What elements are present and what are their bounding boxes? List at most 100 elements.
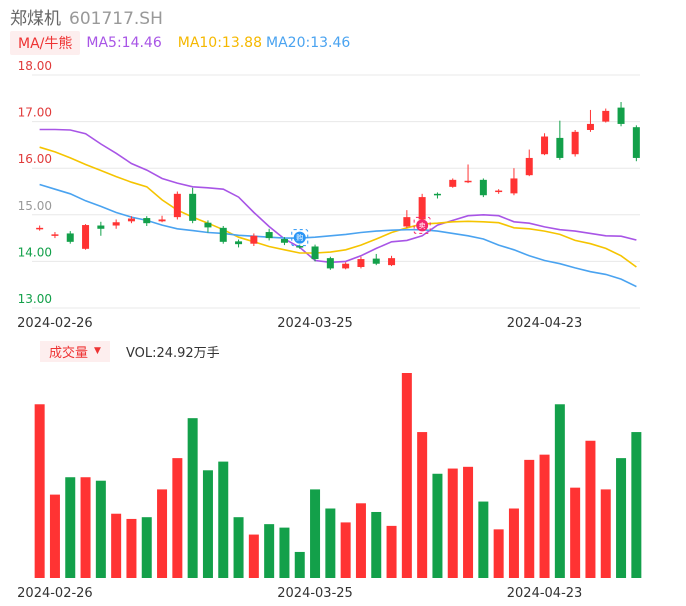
candle-body	[127, 218, 135, 222]
volume-bar	[49, 494, 60, 578]
volume-bar	[34, 404, 45, 578]
candle-body	[250, 235, 258, 244]
candle-body	[82, 225, 90, 249]
volume-bar	[80, 477, 91, 578]
candle-body	[632, 127, 640, 158]
volume-bar	[111, 513, 122, 578]
volume-bar	[554, 404, 565, 578]
y-tick-label: 14.00	[18, 245, 52, 259]
candle-body	[311, 246, 319, 260]
volume-bar	[355, 503, 366, 578]
candle-body	[449, 179, 457, 187]
candle-body	[510, 178, 518, 194]
volume-bar	[524, 459, 535, 578]
ma10-value: MA10:13.88	[177, 35, 263, 51]
candle-body	[296, 246, 304, 248]
candle-body	[326, 258, 334, 269]
candle-body	[342, 263, 350, 269]
signal-marker: 卖	[413, 216, 431, 234]
ma5-line	[39, 128, 637, 264]
candle-body	[602, 110, 610, 122]
signal-marker: 购	[291, 229, 309, 247]
marker-label: 购	[296, 233, 303, 242]
volume-bar	[585, 440, 596, 578]
volume-bar	[65, 477, 76, 578]
volume-bar	[264, 524, 275, 578]
stock-header: 郑煤机 601717.SH	[10, 4, 163, 29]
marker-dot	[293, 231, 306, 244]
candle-body	[265, 232, 273, 239]
candle-body	[403, 217, 411, 227]
volume-bar	[325, 508, 336, 578]
x-tick-label: 2024-03-25	[277, 586, 353, 601]
marker-frame	[413, 216, 431, 234]
volume-bar	[248, 534, 259, 578]
volume-bar-chart[interactable]: 2024-02-26 2024-03-25 2024-04-23	[0, 356, 686, 606]
candle-body	[388, 258, 396, 266]
volume-selector-button[interactable]: 成交量 ▼	[40, 340, 110, 362]
candle-body	[235, 241, 243, 245]
y-tick-label: 15.00	[18, 199, 52, 213]
stock-name: 郑煤机	[10, 9, 61, 29]
candle-body	[143, 218, 151, 224]
y-tick-label: 17.00	[18, 106, 52, 120]
volume-bar	[401, 373, 412, 578]
volume-tag-label: 成交量	[49, 345, 89, 361]
volume-bar	[172, 458, 183, 578]
candle-body	[586, 123, 594, 130]
volume-bar	[432, 473, 443, 578]
candle-body	[97, 225, 105, 229]
volume-bar	[218, 461, 229, 578]
candle-body	[173, 193, 181, 218]
x-tick-label: 2024-03-25	[277, 316, 353, 331]
x-tick-label: 2024-02-26	[17, 586, 93, 601]
candle-body	[372, 258, 380, 264]
y-tick-label: 18.00	[18, 59, 52, 73]
candle-body	[464, 180, 472, 183]
candle-body	[617, 107, 625, 124]
volume-bar	[508, 508, 519, 578]
volume-bar	[478, 501, 489, 578]
candle-body	[525, 157, 533, 176]
candle-body	[219, 227, 227, 242]
volume-value: VOL:24.92万手	[125, 345, 220, 361]
candle-body	[479, 179, 487, 196]
volume-legend: 成交量 ▼ VOL:24.92万手	[40, 340, 220, 362]
caret-down-icon: ▼	[94, 346, 101, 356]
price-candlestick-chart[interactable]: 18.00 17.00 16.00 15.00 14.00 13.00 购 卖 2024-02-…	[0, 0, 686, 340]
volume-bar	[493, 529, 504, 578]
candle-body	[204, 222, 212, 228]
marker-label: 卖	[419, 222, 426, 230]
candle-body	[357, 259, 365, 267]
volume-bar	[187, 418, 198, 578]
y-tick-label: 13.00	[18, 292, 52, 306]
candle-body	[418, 197, 426, 220]
stock-code: 601717.SH	[69, 9, 163, 29]
marker-dot	[416, 219, 429, 232]
y-tick-label: 16.00	[18, 152, 52, 166]
ma20-line	[39, 183, 637, 288]
marker-frame	[291, 229, 309, 247]
volume-bar	[386, 525, 397, 578]
volume-bar	[371, 511, 382, 578]
volume-bar	[95, 480, 106, 578]
volume-bar	[616, 458, 627, 578]
candle-body	[433, 193, 441, 196]
candle-body	[112, 222, 120, 226]
ma-legend: MA/牛熊 MA5:14.46 MA10:13.88 MA20:13.46	[10, 30, 350, 56]
candle-body	[51, 234, 59, 236]
volume-bar	[202, 470, 213, 578]
volume-bar	[417, 432, 428, 578]
candle-body	[541, 136, 549, 155]
x-tick-label: 2024-02-26	[17, 316, 93, 331]
candle-body	[158, 219, 166, 222]
volume-bar	[279, 527, 290, 578]
volume-bar	[539, 454, 550, 578]
volume-bar	[141, 517, 152, 578]
volume-bar	[310, 489, 321, 578]
ma5-value: MA5:14.46	[86, 35, 162, 51]
volume-bar	[463, 466, 474, 578]
x-tick-label: 2024-04-23	[507, 586, 583, 601]
ma-selector-button[interactable]: MA/牛熊	[10, 31, 81, 55]
ma10-line	[39, 146, 637, 268]
